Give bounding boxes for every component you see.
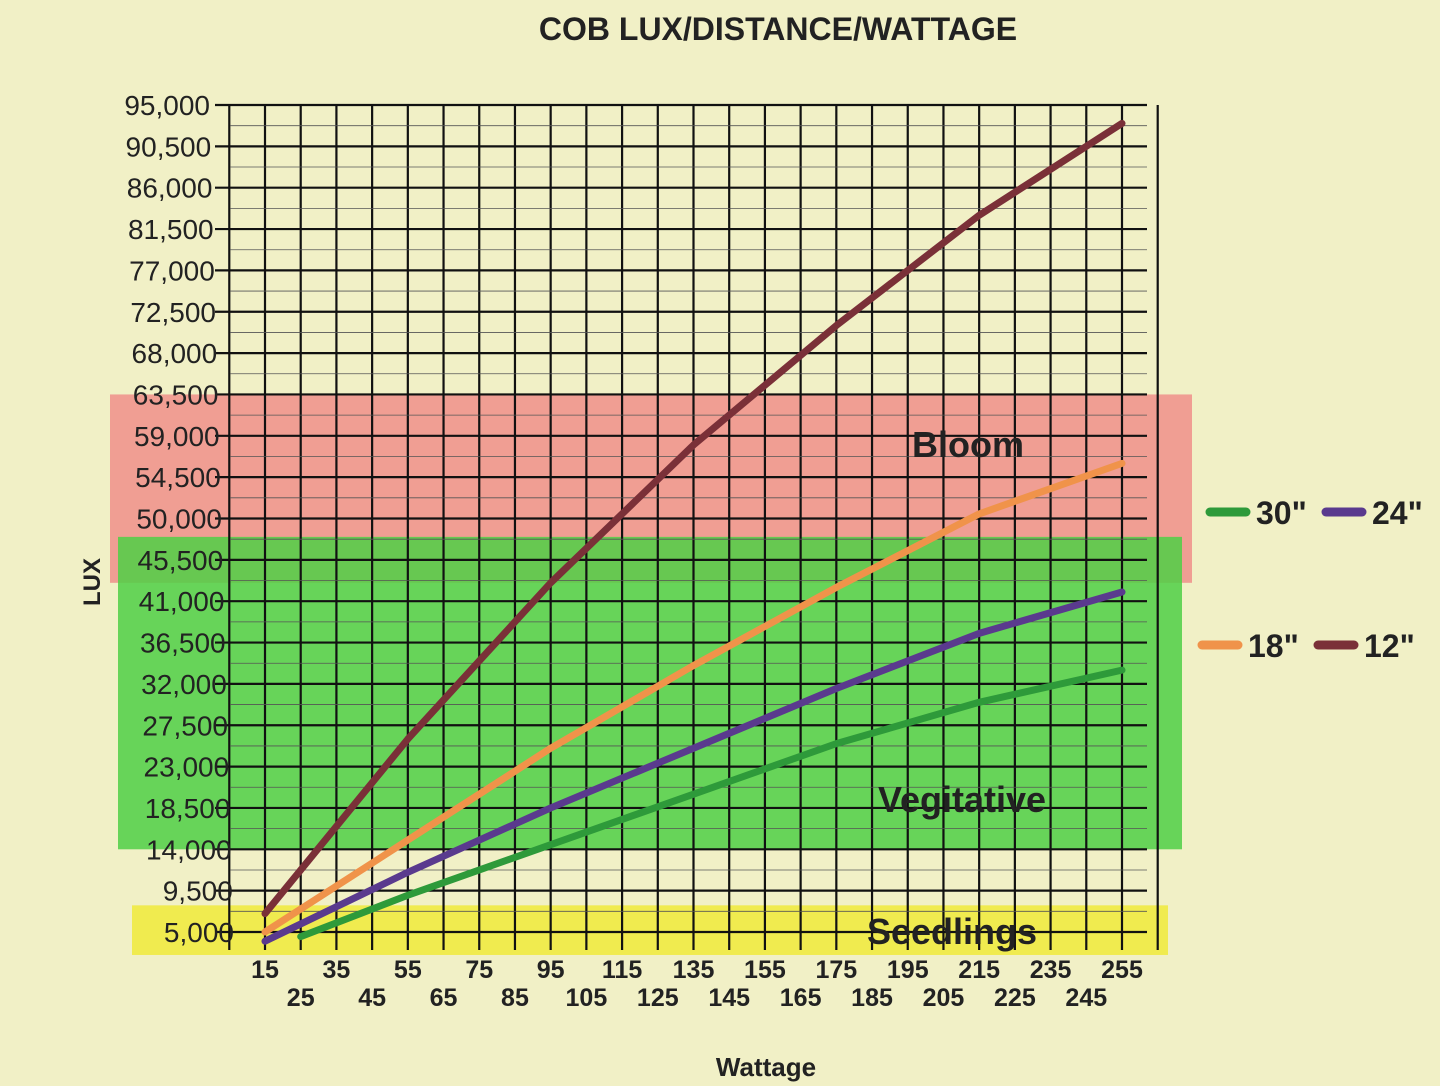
x-tick-label: 145 xyxy=(708,984,750,1012)
x-tick-label: 165 xyxy=(780,984,822,1012)
zone-bands xyxy=(110,394,1192,955)
y-tick-label: 90,500 xyxy=(126,131,212,162)
chart-title: COB LUX/DISTANCE/WATTAGE xyxy=(539,11,1017,47)
y-tick-label: 54,500 xyxy=(135,462,221,493)
x-tick-label: 35 xyxy=(323,956,351,984)
series-line-12in xyxy=(261,119,1126,918)
x-tick-label: 85 xyxy=(501,984,529,1012)
x-tick-label: 185 xyxy=(851,984,893,1012)
y-tick-label: 36,500 xyxy=(140,628,226,659)
y-tick-label: 9,500 xyxy=(163,876,233,907)
x-tick-label: 95 xyxy=(537,956,565,984)
x-tick-label: 215 xyxy=(958,956,1000,984)
y-tick-label: 32,000 xyxy=(141,669,227,700)
x-tick-label: 155 xyxy=(744,956,786,984)
y-tick-label: 18,500 xyxy=(145,793,231,824)
y-tick-label: 86,000 xyxy=(127,173,213,204)
series-line-30in xyxy=(297,666,1126,941)
y-tick-label: 68,000 xyxy=(132,338,218,369)
y-tick-label: 63,500 xyxy=(133,379,219,410)
y-tick-label: 81,500 xyxy=(128,214,214,245)
x-tick-label: 65 xyxy=(430,984,458,1012)
x-tick-label: 135 xyxy=(673,956,715,984)
y-axis-label: LUX xyxy=(79,558,106,606)
y-tick-label: 59,000 xyxy=(134,421,220,452)
legend: 30" 24" 18" 12" xyxy=(1197,495,1423,664)
series-line-18in xyxy=(261,459,1126,936)
legend-label: 30" xyxy=(1256,495,1307,531)
x-tick-label: 125 xyxy=(637,984,679,1012)
legend-label: 18" xyxy=(1248,628,1299,664)
band-seedlings xyxy=(132,905,1168,955)
band-label: Vegitative xyxy=(878,779,1046,820)
x-tick-labels: 1525354555657585951051151251351451551651… xyxy=(251,956,1143,1012)
y-tick-label: 41,000 xyxy=(139,586,225,617)
x-tick-label: 75 xyxy=(465,956,493,984)
x-tick-label: 175 xyxy=(815,956,857,984)
y-tick-label: 23,000 xyxy=(144,752,230,783)
x-tick-label: 55 xyxy=(394,956,422,984)
x-tick-label: 115 xyxy=(602,956,642,984)
series-lines xyxy=(261,119,1126,945)
series-line-24in xyxy=(261,588,1126,945)
x-tick-label: 105 xyxy=(566,984,608,1012)
y-tick-label: 50,000 xyxy=(136,504,222,535)
x-tick-label: 45 xyxy=(358,984,386,1012)
legend-label: 24" xyxy=(1372,495,1423,531)
band-label: Bloom xyxy=(912,424,1024,465)
x-tick-label: 225 xyxy=(994,984,1036,1012)
y-tick-label: 5,000 xyxy=(164,917,234,948)
band-label: Seedlings xyxy=(867,911,1037,952)
x-tick-label: 195 xyxy=(887,956,929,984)
x-tick-label: 245 xyxy=(1065,984,1107,1012)
grid xyxy=(215,103,1159,950)
zone-labels: Bloom Vegitative Seedlings xyxy=(867,424,1046,952)
x-tick-label: 235 xyxy=(1030,956,1072,984)
y-tick-label: 45,500 xyxy=(138,545,224,576)
x-tick-label: 25 xyxy=(287,984,315,1012)
y-tick-label: 72,500 xyxy=(130,297,216,328)
y-tick-label: 14,000 xyxy=(146,834,232,865)
x-tick-label: 255 xyxy=(1101,956,1143,984)
legend-label: 12" xyxy=(1364,628,1415,664)
y-tick-label: 77,000 xyxy=(129,255,215,286)
y-tick-labels: 95,000 90,500 86,000 81,500 77,000 72,500 68,0… xyxy=(124,90,234,948)
y-tick-label: 95,000 xyxy=(124,90,210,121)
x-tick-label: 15 xyxy=(251,956,279,984)
y-tick-label: 27,500 xyxy=(142,710,228,741)
x-tick-label: 205 xyxy=(923,984,965,1012)
x-axis-label: Wattage xyxy=(716,1052,816,1082)
